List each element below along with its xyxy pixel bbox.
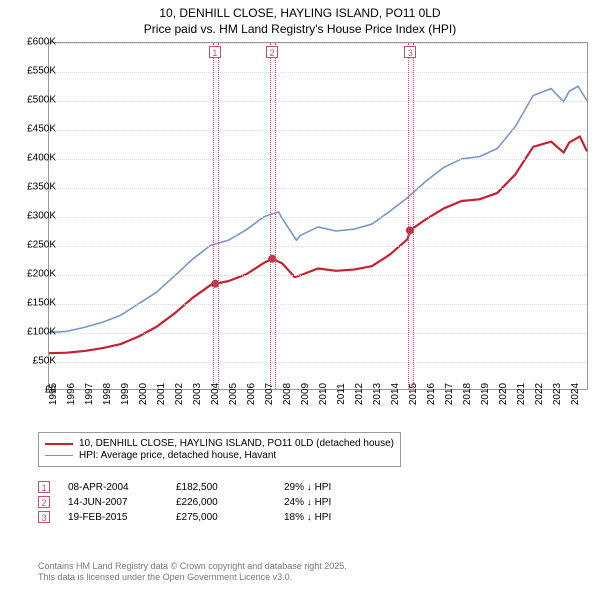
legend-label: HPI: Average price, detached house, Hava… — [79, 450, 276, 461]
sale-marker-band — [213, 43, 219, 389]
gridline-h — [49, 43, 587, 44]
sale-marker-band — [270, 43, 276, 389]
gridline-h — [49, 72, 587, 73]
x-axis-label: 2012 — [354, 383, 365, 405]
x-axis-label: 2014 — [390, 383, 401, 405]
x-axis-label: 2003 — [192, 383, 203, 405]
x-axis-label: 2019 — [480, 383, 491, 405]
sale-marker-band — [408, 43, 414, 389]
title-line-2: Price paid vs. HM Land Registry's House … — [0, 22, 600, 38]
x-axis-label: 2021 — [516, 383, 527, 405]
sales-row-date: 08-APR-2004 — [68, 482, 158, 493]
y-axis-label: £350K — [12, 182, 56, 193]
x-axis-label: 1999 — [120, 383, 131, 405]
gridline-h — [49, 304, 587, 305]
y-axis-label: £200K — [12, 269, 56, 280]
x-axis-label: 2022 — [534, 383, 545, 405]
legend-row: HPI: Average price, detached house, Hava… — [45, 450, 394, 461]
plot-area — [48, 42, 588, 390]
chart-container: 10, DENHILL CLOSE, HAYLING ISLAND, PO11 … — [0, 0, 600, 590]
sales-row-price: £182,500 — [176, 482, 266, 493]
y-axis-label: £450K — [12, 124, 56, 135]
x-axis-label: 2016 — [426, 383, 437, 405]
y-axis-label: £600K — [12, 37, 56, 48]
sales-row-date: 19-FEB-2015 — [68, 512, 158, 523]
gridline-h — [49, 101, 587, 102]
x-axis-label: 2013 — [372, 383, 383, 405]
x-axis-label: 2007 — [264, 383, 275, 405]
x-axis-label: 2006 — [246, 383, 257, 405]
x-axis-label: 2024 — [570, 383, 581, 405]
gridline-h — [49, 130, 587, 131]
gridline-h — [49, 362, 587, 363]
footer: Contains HM Land Registry data © Crown c… — [38, 561, 347, 584]
y-axis-label: £500K — [12, 95, 56, 106]
x-axis-label: 1996 — [66, 383, 77, 405]
x-axis-label: 1998 — [102, 383, 113, 405]
y-axis-label: £100K — [12, 327, 56, 338]
chart-svg — [49, 43, 587, 389]
title-line-1: 10, DENHILL CLOSE, HAYLING ISLAND, PO11 … — [0, 6, 600, 22]
x-axis-label: 2010 — [318, 383, 329, 405]
sales-row-price: £275,000 — [176, 512, 266, 523]
x-axis-label: 2020 — [498, 383, 509, 405]
sales-row-date: 14-JUN-2007 — [68, 497, 158, 508]
gridline-h — [49, 333, 587, 334]
gridline-h — [49, 217, 587, 218]
sale-marker-box: 3 — [404, 46, 416, 58]
gridline-h — [49, 159, 587, 160]
sales-row-delta: 24% ↓ HPI — [284, 497, 374, 508]
legend-swatch — [45, 443, 73, 445]
footer-line-2: This data is licensed under the Open Gov… — [38, 572, 347, 584]
legend: 10, DENHILL CLOSE, HAYLING ISLAND, PO11 … — [38, 432, 401, 467]
gridline-h — [49, 188, 587, 189]
series-property — [49, 136, 587, 353]
legend-swatch — [45, 455, 73, 456]
x-axis-label: 2018 — [462, 383, 473, 405]
x-axis-label: 2005 — [228, 383, 239, 405]
series-hpi — [49, 86, 587, 332]
sale-marker-box: 2 — [266, 46, 278, 58]
x-axis-label: 2017 — [444, 383, 455, 405]
y-axis-label: £50K — [12, 356, 56, 367]
sales-table: 1 08-APR-2004 £182,500 29% ↓ HPI 2 14-JUN-200… — [38, 478, 374, 526]
x-axis-label: 2015 — [408, 383, 419, 405]
legend-label: 10, DENHILL CLOSE, HAYLING ISLAND, PO11 … — [79, 438, 394, 449]
y-axis-label: £250K — [12, 240, 56, 251]
legend-row: 10, DENHILL CLOSE, HAYLING ISLAND, PO11 … — [45, 438, 394, 449]
x-axis-label: 2009 — [300, 383, 311, 405]
y-axis-label: £300K — [12, 211, 56, 222]
y-axis-label: £400K — [12, 153, 56, 164]
x-axis-label: 2002 — [174, 383, 185, 405]
gridline-h — [49, 246, 587, 247]
x-axis-label: 2004 — [210, 383, 221, 405]
gridline-h — [49, 275, 587, 276]
sales-row-marker: 2 — [38, 496, 50, 508]
y-axis-label: £150K — [12, 298, 56, 309]
title-block: 10, DENHILL CLOSE, HAYLING ISLAND, PO11 … — [0, 0, 600, 39]
x-axis-label: 1997 — [84, 383, 95, 405]
y-axis-label: £550K — [12, 66, 56, 77]
x-axis-label: 2008 — [282, 383, 293, 405]
sales-row-marker: 1 — [38, 481, 50, 493]
x-axis-label: 2023 — [552, 383, 563, 405]
sales-row-marker: 3 — [38, 511, 50, 523]
x-axis-label: 2001 — [156, 383, 167, 405]
x-axis-label: 2011 — [336, 383, 347, 405]
x-axis-label: 2000 — [138, 383, 149, 405]
sales-table-row: 2 14-JUN-2007 £226,000 24% ↓ HPI — [38, 496, 374, 508]
sales-row-price: £226,000 — [176, 497, 266, 508]
footer-line-1: Contains HM Land Registry data © Crown c… — [38, 561, 347, 573]
sales-row-delta: 18% ↓ HPI — [284, 512, 374, 523]
sales-table-row: 1 08-APR-2004 £182,500 29% ↓ HPI — [38, 481, 374, 493]
sale-marker-box: 1 — [209, 46, 221, 58]
x-axis-label: 1995 — [48, 383, 59, 405]
sales-table-row: 3 19-FEB-2015 £275,000 18% ↓ HPI — [38, 511, 374, 523]
sales-row-delta: 29% ↓ HPI — [284, 482, 374, 493]
